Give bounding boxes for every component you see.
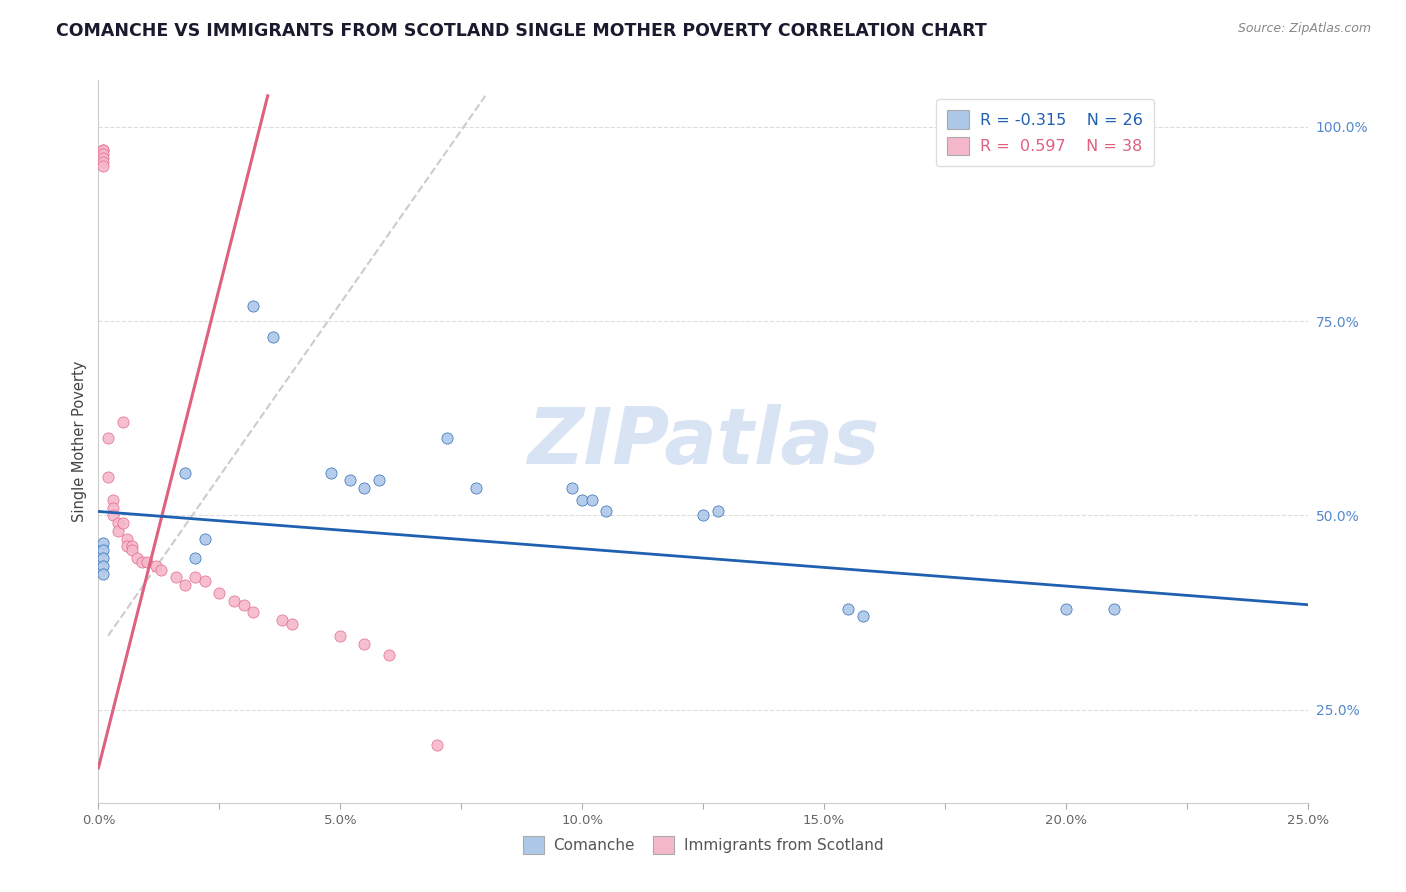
Point	[242, 606, 264, 620]
Point	[107, 516, 129, 530]
Point	[581, 492, 603, 507]
Point	[117, 532, 139, 546]
Point	[353, 481, 375, 495]
Point	[145, 558, 167, 573]
Point	[368, 474, 391, 488]
Point	[91, 558, 114, 573]
Point	[242, 299, 264, 313]
Point	[107, 524, 129, 538]
Point	[101, 508, 124, 523]
Point	[97, 469, 120, 483]
Point	[1102, 601, 1125, 615]
Point	[97, 431, 120, 445]
Point	[319, 466, 342, 480]
Point	[121, 543, 143, 558]
Point	[111, 415, 134, 429]
Point	[91, 543, 114, 558]
Point	[339, 474, 361, 488]
Point	[353, 636, 375, 650]
Point	[281, 617, 304, 632]
Point	[262, 329, 284, 343]
Point	[91, 551, 114, 566]
Point	[91, 154, 114, 169]
Point	[377, 648, 399, 663]
Point	[184, 570, 207, 584]
Point	[91, 566, 114, 581]
Text: ZIPatlas: ZIPatlas	[527, 403, 879, 480]
Point	[174, 578, 197, 592]
Point	[692, 508, 714, 523]
Point	[837, 601, 859, 615]
Legend: Comanche, Immigrants from Scotland: Comanche, Immigrants from Scotland	[516, 830, 890, 860]
Point	[121, 540, 143, 554]
Point	[561, 481, 583, 495]
Point	[165, 570, 187, 584]
Point	[1054, 601, 1077, 615]
Point	[571, 492, 593, 507]
Point	[91, 535, 114, 549]
Point	[127, 551, 149, 566]
Point	[174, 466, 197, 480]
Point	[426, 738, 449, 752]
Text: COMANCHE VS IMMIGRANTS FROM SCOTLAND SINGLE MOTHER POVERTY CORRELATION CHART: COMANCHE VS IMMIGRANTS FROM SCOTLAND SIN…	[56, 22, 987, 40]
Point	[436, 431, 458, 445]
Point	[852, 609, 875, 624]
Point	[91, 143, 114, 157]
Point	[150, 563, 173, 577]
Point	[595, 504, 617, 518]
Y-axis label: Single Mother Poverty: Single Mother Poverty	[72, 361, 87, 522]
Point	[91, 147, 114, 161]
Text: Source: ZipAtlas.com: Source: ZipAtlas.com	[1237, 22, 1371, 36]
Point	[329, 629, 352, 643]
Point	[101, 492, 124, 507]
Point	[91, 151, 114, 165]
Point	[91, 159, 114, 173]
Point	[117, 540, 139, 554]
Point	[194, 532, 217, 546]
Point	[135, 555, 157, 569]
Point	[194, 574, 217, 589]
Point	[222, 594, 245, 608]
Point	[706, 504, 728, 518]
Point	[131, 555, 153, 569]
Point	[91, 143, 114, 157]
Point	[208, 586, 231, 600]
Point	[111, 516, 134, 530]
Point	[232, 598, 254, 612]
Point	[101, 500, 124, 515]
Point	[271, 613, 294, 627]
Point	[464, 481, 486, 495]
Point	[184, 551, 207, 566]
